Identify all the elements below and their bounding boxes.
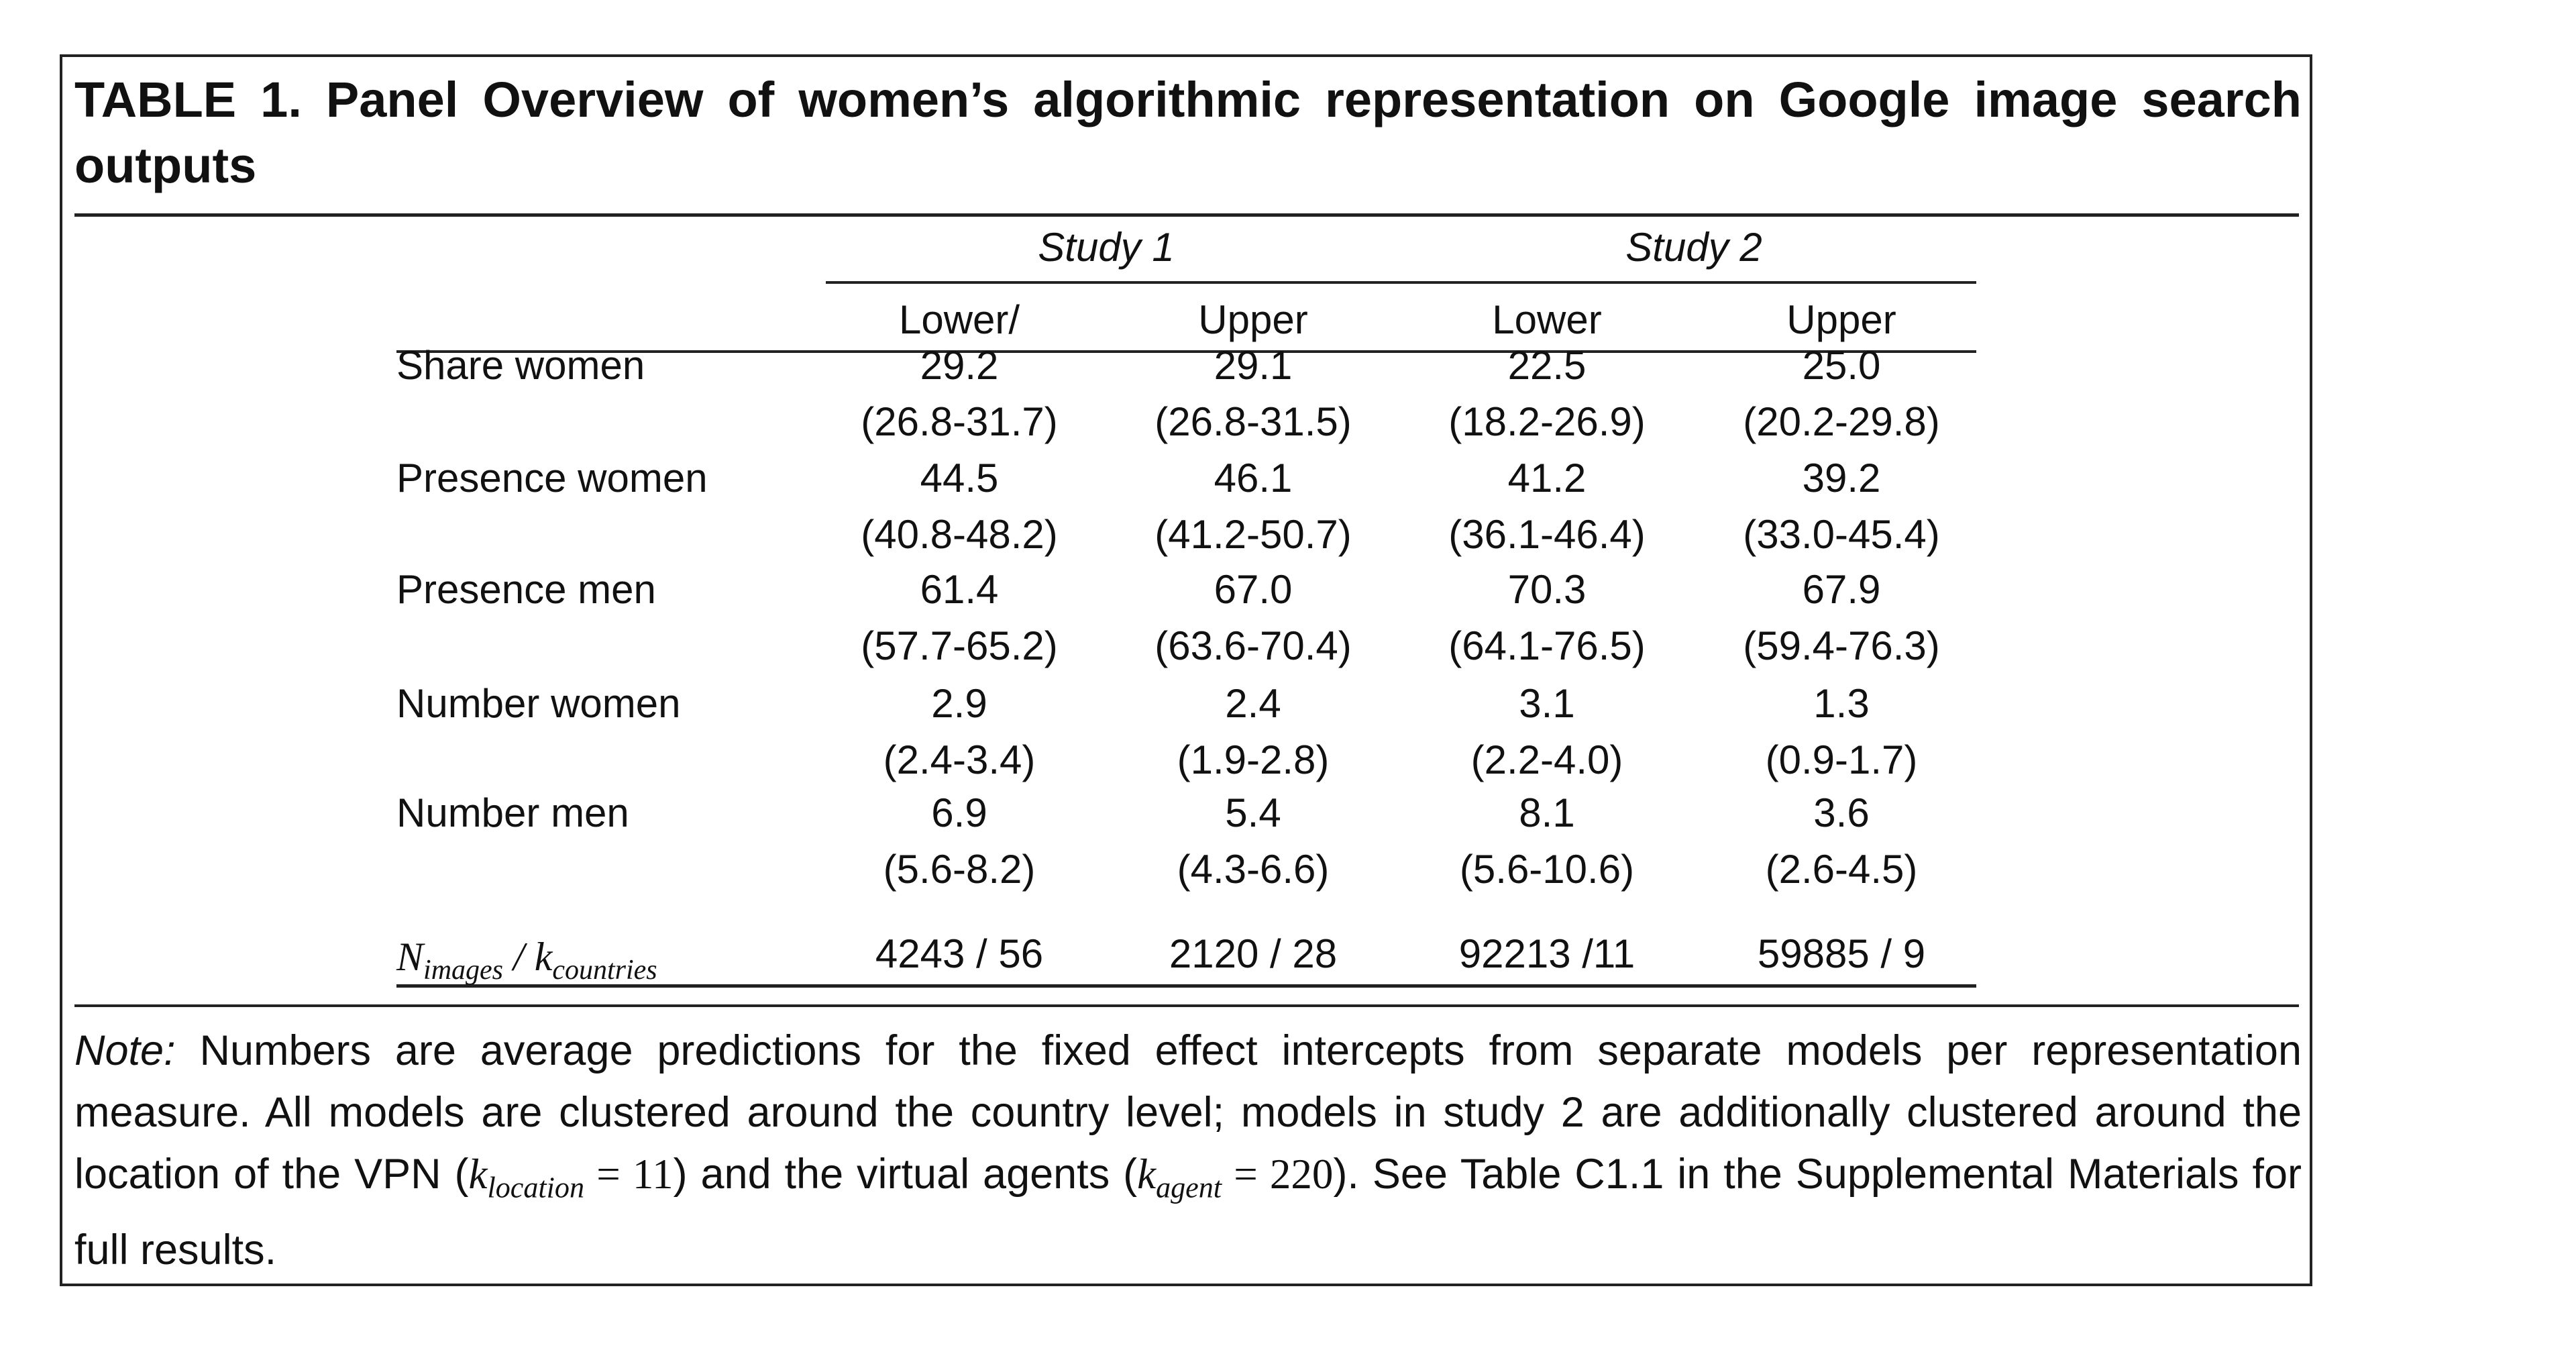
note-text: ). See Table C1.1 in the Supplemental Ma…: [74, 1151, 2302, 1273]
cell-n: 59885 / 9: [1757, 931, 1926, 976]
cell-value: 41.2: [1507, 456, 1587, 501]
note-text: Numbers are average predictions for the …: [74, 1027, 2302, 1198]
note-rule: [74, 1004, 2299, 1007]
cell-ci: (57.7-65.2): [861, 623, 1058, 668]
n-row-label: Nimages / kcountries: [396, 934, 657, 986]
cell-value: 70.3: [1507, 567, 1587, 612]
header-rule: [396, 350, 1976, 353]
k-location-subscript: location: [487, 1171, 585, 1204]
table-frame: [60, 54, 2312, 1286]
cell-ci: (20.2-29.8): [1743, 399, 1940, 444]
column-header: Upper: [1786, 297, 1896, 342]
row-label: Number men: [396, 790, 629, 835]
cell-ci: (2.6-4.5): [1765, 847, 1918, 892]
column-header: Upper: [1198, 297, 1308, 342]
cell-n: 92213 /11: [1458, 931, 1635, 976]
cell-value: 46.1: [1214, 456, 1293, 501]
note-text: ) and the virtual agents (: [673, 1151, 1138, 1198]
study-rule: [826, 281, 1976, 284]
cell-ci: (2.2-4.0): [1470, 737, 1623, 782]
cell-value: 3.1: [1519, 681, 1575, 726]
k-subscript: countries: [552, 955, 657, 986]
cell-value: 25.0: [1802, 343, 1881, 388]
study-1-header: Study 1: [1038, 225, 1175, 270]
row-label: Number women: [396, 681, 681, 726]
cell-value: 22.5: [1507, 343, 1587, 388]
cell-n: 2120 / 28: [1169, 931, 1338, 976]
cell-value: 61.4: [920, 567, 999, 612]
k-location-value: = 11: [584, 1151, 674, 1198]
cell-value: 44.5: [920, 456, 999, 501]
cell-value: 2.9: [931, 681, 987, 726]
cell-ci: (4.3-6.6): [1177, 847, 1330, 892]
cell-ci: (18.2-26.9): [1448, 399, 1646, 444]
cell-value: 39.2: [1802, 456, 1881, 501]
table-title: TABLE 1. Panel Overview of women’s algor…: [74, 72, 2302, 193]
cell-ci: (0.9-1.7): [1765, 737, 1918, 782]
cell-ci: (33.0-45.4): [1743, 512, 1940, 557]
cell-ci: (36.1-46.4): [1448, 512, 1646, 557]
cell-ci: (2.4-3.4): [883, 737, 1036, 782]
k-agent-symbol: k: [1137, 1151, 1157, 1198]
cell-value: 29.1: [1214, 343, 1293, 388]
cell-n: 4243 / 56: [875, 931, 1044, 976]
k-agent-subscript: agent: [1156, 1171, 1222, 1204]
separator: /: [503, 935, 535, 979]
cell-value: 29.2: [920, 343, 999, 388]
k-symbol: k: [534, 935, 553, 979]
cell-ci: (5.6-10.6): [1459, 847, 1635, 892]
row-label: Presence men: [396, 567, 656, 612]
row-label: Share women: [396, 343, 645, 388]
column-header: Lower/: [898, 297, 1020, 342]
cell-ci: (41.2-50.7): [1155, 512, 1352, 557]
cell-ci: (63.6-70.4): [1155, 623, 1352, 668]
cell-ci: (26.8-31.5): [1155, 399, 1352, 444]
study-2-header: Study 2: [1625, 225, 1762, 270]
cell-value: 1.3: [1813, 681, 1870, 726]
cell-ci: (59.4-76.3): [1743, 623, 1940, 668]
cell-value: 67.0: [1214, 567, 1293, 612]
row-label: Presence women: [396, 456, 708, 501]
cell-ci: (64.1-76.5): [1448, 623, 1646, 668]
cell-value: 2.4: [1225, 681, 1281, 726]
table-note: Note: Numbers are average predictions fo…: [74, 1020, 2302, 1281]
cell-ci: (5.6-8.2): [883, 847, 1036, 892]
cell-ci: (26.8-31.7): [861, 399, 1058, 444]
cell-value: 8.1: [1519, 790, 1575, 835]
cell-value: 67.9: [1802, 567, 1881, 612]
title-rule: [74, 213, 2299, 217]
n-subscript: images: [423, 955, 504, 986]
n-symbol: N: [396, 935, 424, 979]
bottom-rule: [396, 984, 1976, 988]
note-prefix: Note:: [74, 1027, 176, 1074]
cell-value: 5.4: [1225, 790, 1281, 835]
cell-ci: (40.8-48.2): [861, 512, 1058, 557]
cell-value: 6.9: [931, 790, 987, 835]
column-header: Lower: [1492, 297, 1602, 342]
cell-ci: (1.9-2.8): [1177, 737, 1330, 782]
k-agent-value: = 220: [1222, 1151, 1334, 1198]
cell-value: 3.6: [1813, 790, 1870, 835]
k-location-symbol: k: [468, 1151, 488, 1198]
